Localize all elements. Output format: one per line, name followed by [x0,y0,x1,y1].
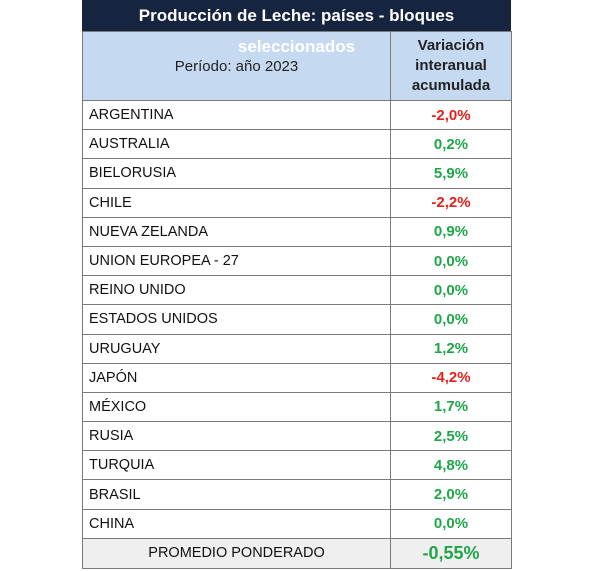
variation-cell: -2,2% [390,187,512,218]
table-row: UNION EUROPEA - 27 0,0% [82,245,512,277]
variation-header-line: interanual [415,57,487,74]
average-label: PROMEDIO PONDERADO [82,537,391,569]
table-row: AUSTRALIA 0,2% [82,129,512,160]
table-row: BRASIL 2,0% [82,479,512,510]
table-row: TURQUIA 4,8% [82,450,512,481]
country-cell: MÉXICO [82,391,391,423]
variation-cell: 2,0% [390,479,512,510]
table-row: RUSIA 2,5% [82,421,512,452]
country-cell: JAPÓN [82,362,391,393]
country-cell: UNION EUROPEA - 27 [82,245,391,277]
country-cell: ESTADOS UNIDOS [82,304,391,335]
variation-cell: -4,2% [390,362,512,393]
country-cell: RUSIA [82,421,391,452]
variation-cell: 0,0% [390,508,512,539]
table-title: Producción de Leche: países - bloques se… [82,0,511,56]
country-cell: CHINA [82,508,391,539]
country-cell: URUGUAY [82,333,391,364]
table-row: CHILE -2,2% [82,187,512,218]
variation-cell: 1,2% [390,333,512,364]
table-row: ESTADOS UNIDOS 0,0% [82,304,512,335]
country-cell: CHILE [82,187,391,218]
table-row: MÉXICO 1,7% [82,391,512,423]
variation-cell: 0,0% [390,245,512,277]
variation-cell: -2,0% [390,99,512,131]
variation-cell: 0,2% [390,129,512,160]
variation-cell: 5,9% [390,158,512,189]
table-row: REINO UNIDO 0,0% [82,275,512,306]
country-cell: ARGENTINA [82,99,391,131]
header-row: Período: año 2023 Variación interanual a… [82,31,512,101]
country-cell: TURQUIA [82,450,391,481]
variation-header: Variación interanual acumulada [390,31,512,101]
average-row: PROMEDIO PONDERADO -0,55% [82,537,512,569]
variation-cell: 0,9% [390,216,512,247]
country-cell: BIELORUSIA [82,158,391,189]
table-row: BIELORUSIA 5,9% [82,158,512,189]
variation-cell: 4,8% [390,450,512,481]
average-value: -0,55% [390,537,512,569]
variation-cell: 0,0% [390,275,512,306]
variation-header-line: Variación [417,37,485,54]
table-row: URUGUAY 1,2% [82,333,512,364]
variation-header-line: acumulada [411,77,491,94]
table-row: JAPÓN -4,2% [82,362,512,393]
country-cell: REINO UNIDO [82,275,391,306]
country-cell: AUSTRALIA [82,129,391,160]
country-cell: NUEVA ZELANDA [82,216,391,247]
country-cell: BRASIL [82,479,391,510]
period-header: Período: año 2023 [82,31,391,101]
table-row: NUEVA ZELANDA 0,9% [82,216,512,247]
milk-production-table: Producción de Leche: países - bloques se… [82,0,512,569]
table-row: ARGENTINA -2,0% [82,99,512,131]
variation-cell: 0,0% [390,304,512,335]
variation-cell: 2,5% [390,421,512,452]
table-row: CHINA 0,0% [82,508,512,539]
variation-cell: 1,7% [390,391,512,423]
